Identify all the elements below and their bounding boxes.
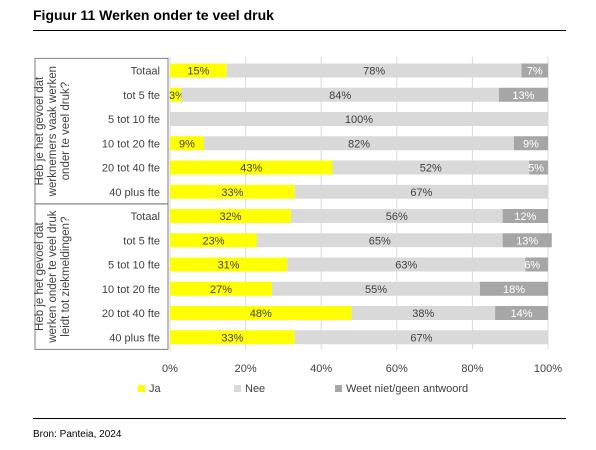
source-rule [33,418,566,419]
bar-segment [294,184,548,199]
bar-segment [226,63,522,78]
data-label: 43% [240,163,262,175]
category-label: Totaal [131,211,160,223]
legend-label: Nee [245,383,265,395]
data-label: 67% [410,187,432,199]
group-box [34,203,169,350]
bar-segment [170,281,273,296]
bar-segment [351,306,496,320]
data-label: 7% [527,66,543,78]
legend-swatch [138,385,145,392]
data-label: 5% [528,163,544,175]
data-label: 63% [395,260,417,272]
data-label: 82% [348,138,370,150]
bar-segment [170,233,257,248]
x-tick-label: 20% [235,363,257,375]
bar-segment [170,306,352,320]
bar-segment [170,209,291,223]
x-tick-label: 60% [386,363,408,375]
x-tick-label: 0% [162,363,178,375]
legend-swatch [335,385,342,392]
data-label: 38% [412,308,434,320]
group-label: Heb je het gevoel datwerknemers vaak wer… [34,66,72,197]
data-label: 15% [187,66,209,78]
data-label: 13% [516,235,538,247]
category-label: tot 5 fte [123,90,160,102]
bar-segment [170,112,548,126]
data-label: 33% [221,332,243,344]
category-label: 20 tot 40 fte [102,163,160,175]
bar-segment [170,330,295,345]
bar-segment [294,330,548,345]
category-label: 40 plus fte [109,332,160,344]
data-label: 65% [369,235,391,247]
category-label: Totaal [131,66,160,78]
data-label: 18% [503,284,525,296]
data-label: 3% [169,90,185,102]
category-label: 20 tot 40 fte [102,308,160,320]
x-tick-label: 100% [534,363,562,375]
data-label: 100% [345,114,373,126]
bar-segment [495,306,548,320]
bar-segment [256,233,503,248]
legend-label: Weet niet/geen antwoord [346,383,468,395]
data-label: 27% [210,284,232,296]
bar-segment [170,87,182,102]
x-tick-label: 80% [461,363,483,375]
data-label: 67% [410,332,432,344]
data-label: 84% [329,90,351,102]
bar-segment [170,257,288,272]
stacked-bar-chart: 0% 20% 40% 60% 80% 100% Heb je het gevoel datw… [34,57,562,395]
bar-segment [181,87,499,102]
data-label: 32% [219,211,241,223]
category-label: tot 5 fte [123,235,160,247]
bar-segment [521,63,548,78]
title-rule [33,30,566,31]
data-label: 9% [179,138,195,150]
bar-segment [479,281,548,296]
bar-segment [287,257,526,272]
source-note: Bron: Panteia, 2024 [33,429,122,440]
legend-label: Ja [149,383,162,395]
bar-segment [502,209,548,223]
data-label: 56% [386,211,408,223]
bar-segment [272,281,480,296]
bar-segment [502,233,552,248]
category-label: 5 tot 10 fte [108,114,160,126]
bar-segment [332,160,530,175]
data-label: 12% [514,211,536,223]
bar-segment [525,257,548,272]
data-label: 14% [511,308,533,320]
bar-segment [513,136,548,151]
bar-segment [170,184,295,199]
bar-segment [170,136,205,151]
bar-segment [498,87,548,102]
bar-segment [290,209,503,223]
category-label: 5 tot 10 fte [108,260,160,272]
category-label: 40 plus fte [109,187,160,199]
data-label: 48% [250,308,272,320]
bar-segment [170,63,227,78]
group-label: Heb je het gevoel datwerken onder te vee… [34,210,72,344]
category-label: 10 tot 20 fte [102,138,160,150]
data-label: 55% [365,284,387,296]
bar-segment [204,136,514,151]
legend-swatch [234,385,241,392]
category-label: 10 tot 20 fte [102,284,160,296]
data-label: 33% [221,187,243,199]
bar-segment [170,160,333,175]
figure-title: Figuur 11 Werken onder te veel druk [33,7,274,23]
data-label: 9% [523,138,539,150]
bar-segment [529,160,548,175]
data-label: 13% [512,90,534,102]
data-label: 52% [420,163,442,175]
data-label: 78% [363,66,385,78]
data-label: 31% [218,260,240,272]
data-label: 6% [524,260,540,272]
data-label: 23% [202,235,224,247]
x-tick-label: 40% [310,363,332,375]
